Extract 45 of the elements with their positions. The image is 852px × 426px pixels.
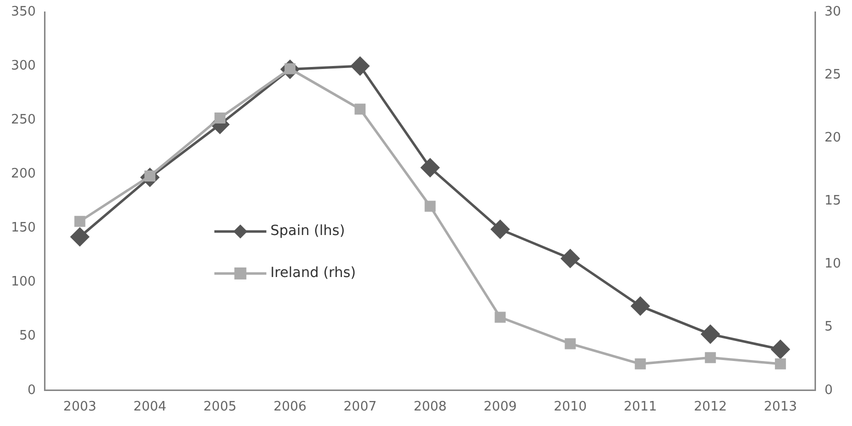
point	[704, 352, 716, 364]
point	[70, 228, 90, 246]
y-tick-label: 200	[10, 166, 36, 182]
y2-tick-label: 20	[824, 130, 842, 146]
y-tick-label: 0	[28, 382, 36, 398]
point	[490, 220, 510, 239]
x-tick-label: 2003	[63, 400, 96, 415]
y2-tick-label: 0	[824, 382, 833, 398]
x-tick-label: 2008	[414, 400, 447, 415]
y2-tick-label: 10	[824, 256, 842, 272]
point	[214, 112, 226, 124]
y2-tick-label: 5	[824, 320, 833, 335]
y-tick-label: 300	[10, 58, 36, 74]
point	[420, 158, 440, 177]
point	[564, 338, 576, 350]
y-tick-label: 150	[10, 220, 36, 236]
point	[561, 249, 580, 268]
y2-tick-label: 15	[824, 194, 842, 209]
x-tick-label: 2005	[203, 400, 237, 415]
y2-tick-label: 30	[824, 4, 842, 20]
y-tick-label: 100	[10, 274, 36, 290]
x-tick-label: 2011	[624, 400, 657, 415]
point	[771, 340, 790, 359]
y2-tick-label: 25	[824, 67, 842, 82]
point	[631, 296, 650, 316]
point	[350, 56, 370, 76]
x-tick-label: 2009	[484, 400, 517, 415]
y-tick-label: 350	[10, 4, 36, 20]
legend-label: Ireland (rhs)	[270, 265, 356, 282]
legend-label: Spain (lhs)	[270, 223, 345, 240]
x-tick-label: 2004	[133, 400, 166, 415]
x-tick-label: 2010	[554, 400, 587, 415]
point	[774, 358, 786, 370]
x-tick-label: 2007	[344, 400, 377, 415]
y-tick-label: 50	[19, 328, 36, 344]
y-tick-label: 250	[10, 112, 36, 128]
x-tick-label: 2006	[273, 400, 307, 415]
point	[424, 200, 436, 212]
point	[634, 358, 646, 370]
x-tick-label: 2012	[694, 400, 727, 415]
point	[494, 312, 506, 323]
point	[74, 216, 86, 227]
point	[701, 324, 720, 344]
point	[354, 104, 366, 115]
x-tick-label: 2013	[764, 400, 797, 415]
